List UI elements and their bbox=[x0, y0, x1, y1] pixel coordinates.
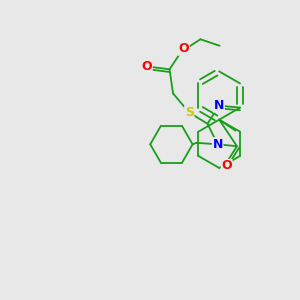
Text: N: N bbox=[214, 99, 224, 112]
Text: N: N bbox=[212, 138, 223, 151]
Text: O: O bbox=[221, 160, 232, 172]
Text: O: O bbox=[178, 42, 189, 55]
Text: S: S bbox=[185, 106, 194, 119]
Text: O: O bbox=[142, 60, 152, 74]
